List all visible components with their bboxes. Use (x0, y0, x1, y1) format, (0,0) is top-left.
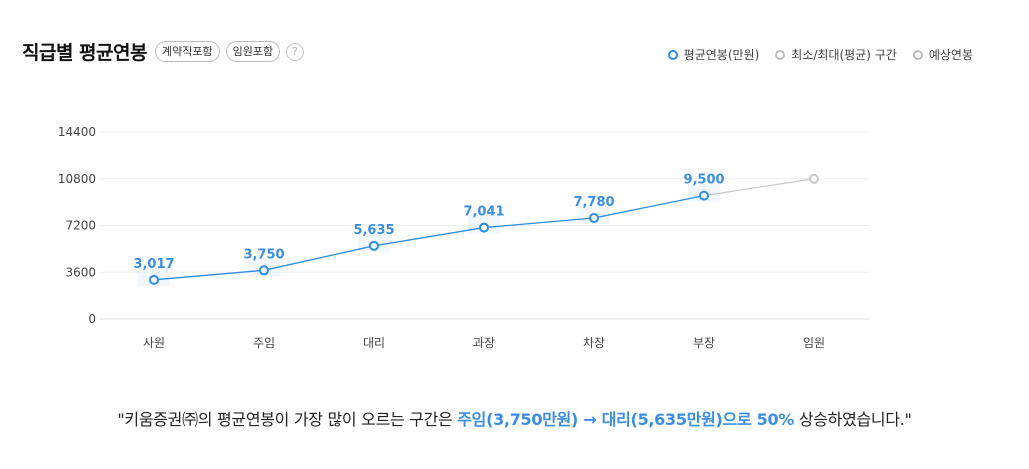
y-tick-label: 3600 (65, 265, 96, 279)
expected-series-line (703, 178, 815, 197)
data-label: 7,780 (573, 195, 614, 210)
data-label: 3,017 (133, 257, 174, 272)
y-tick-label: 7200 (65, 219, 96, 233)
executive-include-chip[interactable]: 임원포함 (225, 41, 281, 62)
average-series-line (153, 194, 705, 281)
legend-item-expected[interactable]: 예상연봉 (912, 46, 973, 63)
x-tick-label: 차장 (583, 336, 605, 350)
y-tick-label: 10800 (58, 172, 96, 186)
legend-label-range: 최소/최대(평균) 구간 (791, 48, 897, 62)
average-data-point (589, 212, 599, 223)
average-data-point (699, 190, 709, 201)
average-data-point (479, 222, 489, 233)
legend-label-average: 평균연봉(만원) (683, 48, 760, 62)
y-tick-label: 0 (88, 312, 96, 326)
data-label: 5,635 (353, 223, 394, 238)
average-data-point (259, 265, 269, 276)
average-data-point (149, 274, 159, 285)
expected-data-point (809, 173, 819, 184)
summary-highlight: 주임(3,750만원) → 대리(5,635만원)으로 50% (457, 410, 795, 429)
chart-header: 직급별 평균연봉 계약직포함 임원포함 ? (22, 38, 305, 65)
x-tick-label: 사원 (143, 336, 165, 350)
x-tick-label: 임원 (803, 336, 825, 350)
chart-legend: 평균연봉(만원) 최소/최대(평균) 구간 예상연봉 (667, 46, 973, 63)
salary-line-chart: 0 3600 7200 10800 14400 사원 주임 대리 과장 차장 부장 임원 3,017 3,… (58, 125, 869, 350)
legend-label-expected: 예상연봉 (928, 48, 973, 62)
legend-circle-icon (775, 49, 786, 60)
help-icon[interactable]: ? (286, 42, 305, 61)
data-label: 7,041 (463, 205, 504, 220)
x-tick-label: 대리 (363, 336, 385, 350)
x-tick-label: 과장 (473, 336, 495, 350)
summary-suffix: 상승하였습니다." (794, 410, 912, 429)
legend-circle-icon (912, 49, 923, 60)
legend-item-range[interactable]: 최소/최대(평균) 구간 (775, 46, 897, 63)
summary-prefix: "키움증권㈜의 평균연봉이 가장 많이 오르는 구간은 (117, 410, 458, 429)
average-data-point (369, 240, 379, 251)
x-tick-label: 부장 (693, 336, 715, 350)
data-label: 3,750 (243, 247, 284, 262)
legend-item-average[interactable]: 평균연봉(만원) (667, 46, 760, 63)
chart-title: 직급별 평균연봉 (22, 42, 147, 64)
summary-text: "키움증권㈜의 평균연봉이 가장 많이 오르는 구간은 주임(3,750만원) … (0, 406, 1029, 430)
x-tick-label: 주임 (253, 336, 275, 350)
data-label: 9,500 (683, 173, 724, 188)
contract-include-chip[interactable]: 계약직포함 (154, 41, 220, 62)
legend-circle-icon (667, 49, 678, 60)
y-tick-label: 14400 (58, 125, 96, 139)
